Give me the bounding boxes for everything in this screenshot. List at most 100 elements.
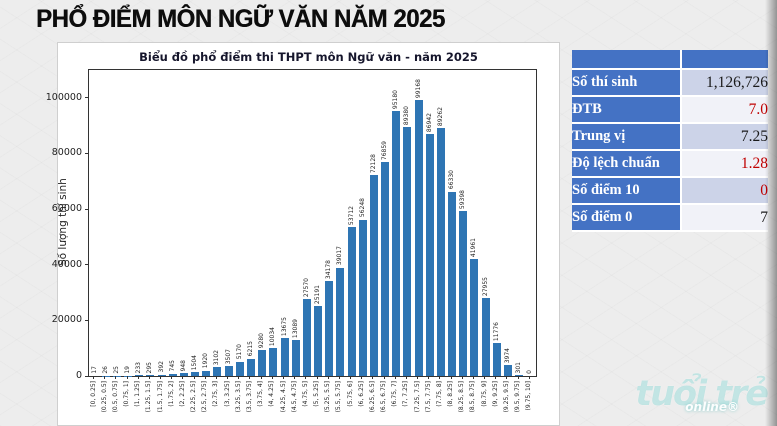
watermark-online-badge: online® [685,400,739,414]
x-tick-label: (2, 2.25] [178,381,186,407]
bar-slot: 1920 [201,70,212,376]
bar-slot: 13675 [279,70,290,376]
x-tick-label: (5.5, 5.75] [335,381,343,413]
bar [246,358,255,376]
bar-value-label: 25191 [314,284,322,304]
x-tick-label: (1.75, 2] [167,381,175,407]
table-row: Số điểm 10 0 [572,178,768,205]
y-tick-label: 100000 [45,91,82,103]
bar-slot: 99168 [413,70,424,376]
x-tick-label: (3.5, 3.75] [245,381,253,413]
bar [302,299,311,376]
bar-slot: 295 [145,70,156,376]
bar-value-label: 295 [146,361,154,374]
bar-slot: 76859 [379,70,390,376]
y-tick-label: 0 [75,370,82,381]
bar-slot: 17 [89,70,100,376]
x-tick: (3, 3.25] [222,376,233,412]
x-tick-label: (6, 6.25] [357,381,365,407]
y-tick-mark [85,208,89,210]
stat-value: 1,126,726 [682,70,768,97]
x-tick-mark [148,376,150,379]
x-tick-mark [193,376,195,379]
x-tick-label: (9.5, 9.75] [514,381,522,413]
x-tick-label: (6.5, 6.75] [380,381,388,413]
x-tick-mark [450,376,452,379]
x-tick-label: (0.5, 0.75] [111,381,119,413]
bar-value-label: 3507 [224,348,232,365]
bar-slot: 10034 [268,70,279,376]
x-tick-mark [461,376,463,379]
x-tick-label: [0, 0.25] [89,381,97,407]
x-tick-mark [327,376,329,379]
x-tick-label: (3.25, 3.5] [234,381,242,413]
x-tick-mark [182,376,184,379]
bar-slot: 25191 [312,70,323,376]
x-tick-mark [484,376,486,379]
bar [381,162,390,376]
bar-slot: 233 [134,70,145,376]
x-tick: (0.25, 0.5] [99,376,110,412]
x-tick: (8.25, 8.5] [457,376,468,412]
bar-slot: 66330 [447,70,458,376]
x-tick: (1.5, 1.75] [155,376,166,412]
x-tick: (4.25, 4.5] [278,376,289,412]
bar [336,267,345,376]
bar-slot: 0 [525,70,536,376]
bar-value-label: 745 [168,360,176,372]
bar-value-label: 27955 [481,277,489,297]
x-tick-label: (2.75, 3] [212,381,220,407]
bar-value-label: 3974 [503,347,511,363]
x-tick-mark [238,376,240,379]
x-tick-label: (4, 4.25] [268,381,276,407]
x-tick: (2.5, 2.75] [200,376,211,412]
y-tick-label: 40000 [51,258,82,270]
plot-area: 17 26 25 19 233 295 392 745 948 1504 1920 3102 3507 5… [46,69,537,380]
x-tick-mark [472,376,474,379]
x-tick-mark [204,376,206,379]
bar-slot: 3974 [502,70,513,376]
x-tick: (0.75, 1] [122,376,133,412]
x-tick-mark [93,376,95,379]
watermark-brand-logo: tuổi trẻ [635,374,769,414]
y-axis-label: Số lượng thí sinh [57,178,69,266]
bar-slot: 13089 [290,70,301,376]
bar-value-label: 5170 [235,344,243,360]
bar [157,374,166,376]
x-tick: (9, 9.25] [490,376,501,412]
x-tick: (6.75, 7] [390,376,401,412]
bar-value-label: 66330 [448,170,456,190]
bar-slot: 86942 [424,70,435,376]
table-row: ĐTB 7.0 [572,97,768,124]
stats-header-row [572,50,768,70]
bar-value-label: 86942 [425,113,433,133]
bar [314,305,323,376]
bar-slot: 5170 [234,70,245,376]
x-tick-label: (7.25, 7.5] [413,381,421,413]
x-tick-mark [338,376,340,379]
x-tick: (1, 1.25] [133,376,144,412]
bar [492,343,501,376]
y-tick-label: 20000 [51,314,82,326]
bar-slot: 34178 [324,70,335,376]
bar [325,280,334,376]
stats-header-value-cell [682,50,768,70]
x-tick: (0.5, 0.75] [110,376,121,412]
bar [213,367,222,376]
x-tick-mark [394,376,396,379]
bar-slot: 26 [100,70,111,376]
x-tick-label: (1.5, 1.75] [156,381,164,413]
x-tick-mark [115,376,117,379]
stat-label: Số điểm 0 [572,205,682,232]
bar-value-label: 13675 [280,316,288,336]
x-tick: (8, 8.25] [446,376,457,412]
bar-slot: 745 [167,70,178,376]
stat-label: Trung vị [572,124,682,151]
bar [168,373,177,376]
x-tick-mark [528,376,530,379]
bar [235,361,244,376]
stat-label: Số điểm 10 [572,178,682,205]
x-tick-label: (3.75, 4] [257,381,265,407]
x-tick: (7.25, 7.5] [412,376,423,412]
x-tick-label: (8.75, 9] [480,381,488,407]
